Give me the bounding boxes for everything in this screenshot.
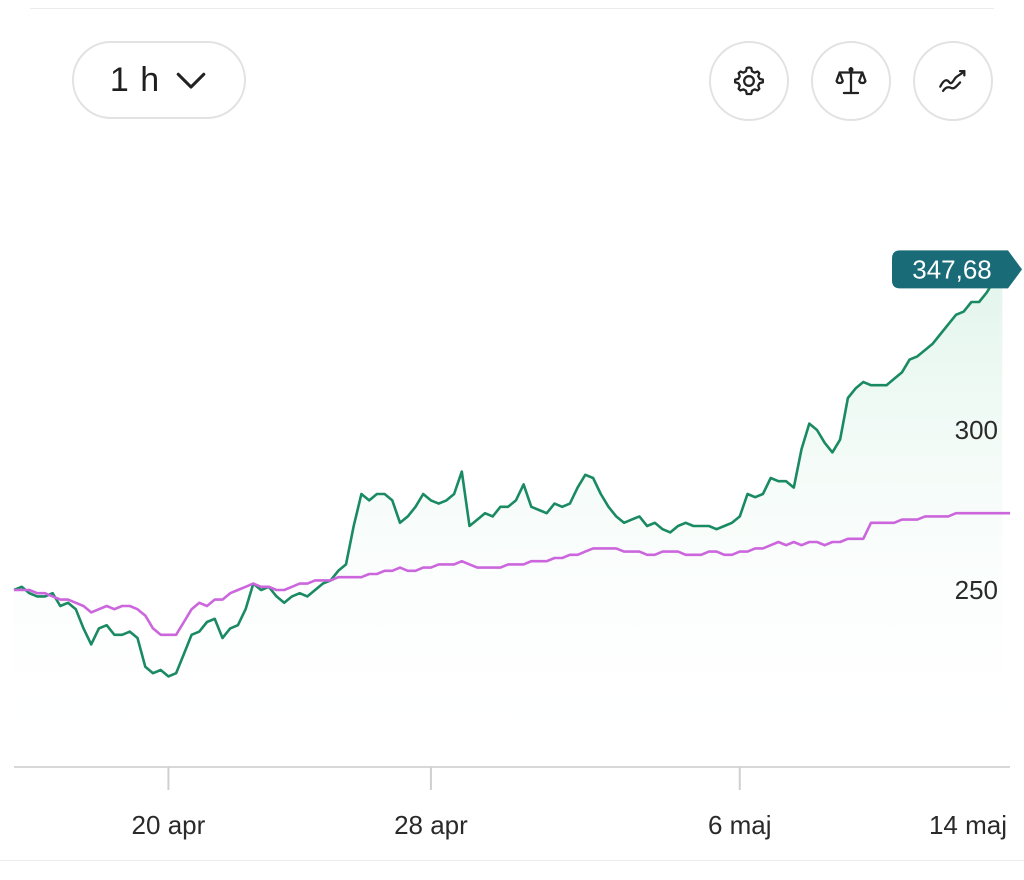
bottom-divider [0, 860, 1024, 861]
last-price-tag-bg [892, 250, 1022, 289]
interval-label: 1 h [109, 60, 161, 99]
interval-selector-button[interactable]: 1 h [72, 41, 246, 119]
x-tick-label: 6 maj [708, 810, 772, 840]
x-tick-label: 14 maj [929, 810, 1007, 840]
gear-icon [733, 66, 765, 96]
last-price-label: 347,68 [912, 254, 992, 284]
last-price-tag: 347,68 [892, 250, 1022, 289]
compare-scale-button[interactable] [811, 41, 891, 121]
top-divider [30, 8, 994, 9]
compare-icon [939, 69, 966, 93]
y-tick-label: 250 [955, 575, 998, 605]
chevron-down-icon [176, 72, 206, 89]
x-tick-label: 20 apr [132, 810, 206, 840]
compare-series-line [14, 511, 1010, 637]
x-tick-label: 28 apr [394, 810, 468, 840]
settings-button[interactable] [709, 41, 789, 121]
scale-icon [835, 67, 867, 95]
main-series-line [13, 276, 1003, 678]
y-tick-label: 300 [955, 415, 998, 445]
indicators-button[interactable] [913, 41, 993, 121]
main-series-area [14, 277, 1003, 767]
